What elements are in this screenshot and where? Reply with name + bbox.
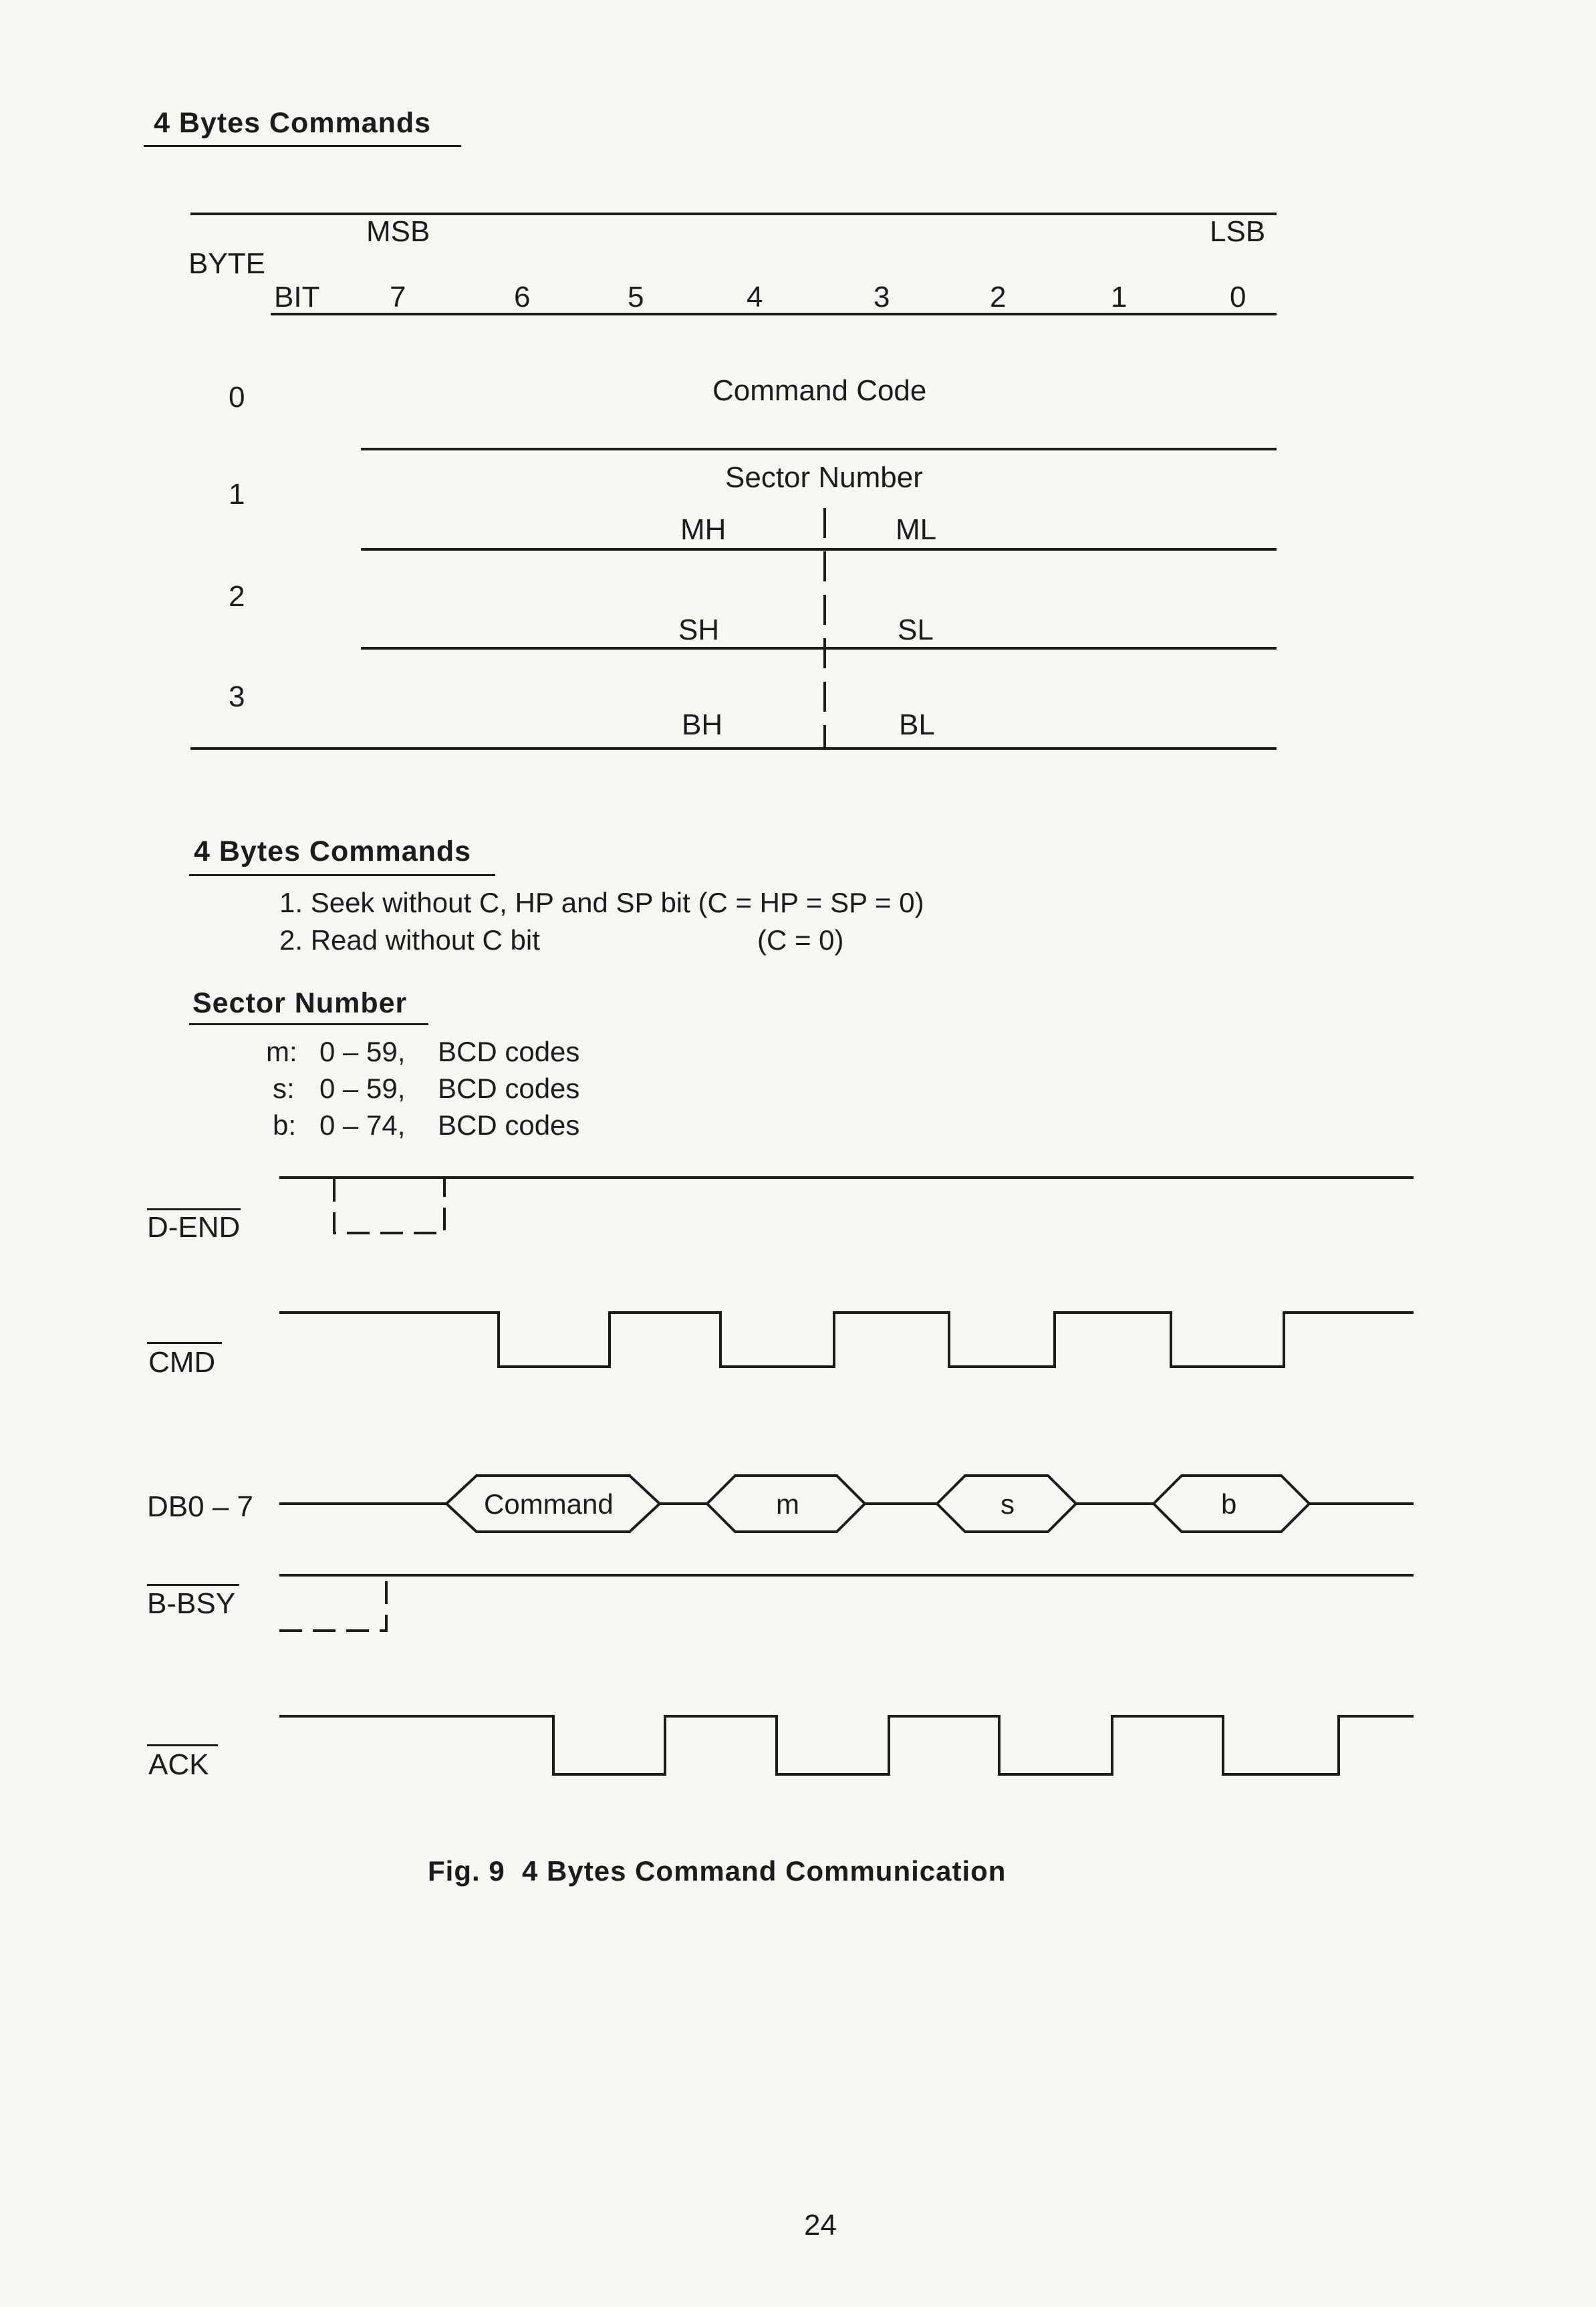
- signal-ack: ACK: [148, 1748, 209, 1781]
- sl-label: SL: [898, 614, 934, 646]
- sh-label: SH: [678, 614, 720, 646]
- section-heading: 4 Bytes Commands: [154, 107, 432, 139]
- d-end-overbar: [147, 1208, 241, 1210]
- bit-7: 7: [390, 281, 406, 313]
- byte-3: 3: [229, 680, 245, 713]
- command-code-label: Command Code: [712, 374, 927, 407]
- cmd-overbar: [147, 1342, 222, 1344]
- byte-2: 2: [229, 580, 245, 613]
- bit-5: 5: [628, 281, 644, 313]
- row1-rule: [361, 548, 1277, 551]
- ack-waveform: [279, 1715, 1414, 1776]
- mh-label: MH: [680, 513, 726, 546]
- bh-label: BH: [682, 708, 723, 741]
- bit-label: BIT: [274, 281, 320, 313]
- sector-s-range: 0 – 59,: [319, 1073, 406, 1104]
- b-bsy-dashed: [279, 1577, 388, 1632]
- row2-rule: [361, 647, 1277, 650]
- bit-6: 6: [514, 281, 531, 313]
- timing-diagram: [279, 1176, 1414, 1776]
- msb-label: MSB: [366, 215, 430, 248]
- bit-3: 3: [874, 281, 890, 313]
- table-divider: [823, 508, 826, 749]
- sector-b-desc: BCD codes: [438, 1109, 580, 1141]
- sector-underline: [189, 1023, 428, 1025]
- command-item-1: 1. Seek without C, HP and SP bit (C = HP…: [279, 887, 924, 918]
- sector-s-var: s:: [273, 1073, 295, 1104]
- bit-header-rule: [271, 313, 1277, 315]
- d-end-dashed-pulse: [333, 1179, 446, 1234]
- signal-d-end: D-END: [147, 1211, 241, 1244]
- b-bsy-overbar: [147, 1584, 239, 1586]
- sector-m-range: 0 – 59,: [319, 1036, 406, 1067]
- signal-b-bsy: B-BSY: [147, 1587, 236, 1620]
- commands-underline: [189, 874, 495, 876]
- bit-2: 2: [990, 281, 1007, 313]
- cmd-waveform: [279, 1311, 1414, 1368]
- table-top-rule: [190, 213, 1277, 215]
- ack-overbar: [147, 1744, 218, 1746]
- sector-m-var: m:: [266, 1036, 297, 1067]
- heading-underline: [144, 145, 461, 147]
- byte-1: 1: [229, 478, 245, 511]
- command-item-2-condition: (C = 0): [757, 924, 844, 956]
- bit-4: 4: [747, 281, 763, 313]
- bit-0: 0: [1230, 281, 1246, 313]
- page-number: 24: [804, 2209, 837, 2242]
- ml-label: ML: [896, 513, 937, 546]
- row0-rule: [361, 448, 1277, 450]
- bit-1: 1: [1111, 281, 1127, 313]
- sector-heading: Sector Number: [192, 987, 408, 1019]
- byte-label: BYTE: [188, 247, 265, 280]
- byte-0: 0: [229, 381, 245, 414]
- sector-s-desc: BCD codes: [438, 1073, 580, 1104]
- sector-number-label: Sector Number: [725, 461, 923, 494]
- bl-label: BL: [899, 708, 935, 741]
- signal-cmd: CMD: [148, 1346, 216, 1379]
- db-m-label: m: [776, 1488, 799, 1520]
- lsb-label: LSB: [1210, 215, 1266, 248]
- db-s-label: s: [1001, 1488, 1015, 1520]
- db-b-label: b: [1221, 1488, 1237, 1520]
- sector-b-var: b:: [273, 1109, 297, 1141]
- table-bottom-rule: [190, 747, 1277, 750]
- command-item-2: 2. Read without C bit: [279, 924, 540, 956]
- sector-m-desc: BCD codes: [438, 1036, 580, 1067]
- sector-b-range: 0 – 74,: [319, 1109, 406, 1141]
- figure-caption: Fig. 9 4 Bytes Command Communication: [428, 1855, 1007, 1887]
- signal-db0-7: DB0 – 7: [147, 1490, 253, 1523]
- db-command-label: Command: [484, 1488, 614, 1520]
- commands-heading: 4 Bytes Commands: [194, 835, 472, 867]
